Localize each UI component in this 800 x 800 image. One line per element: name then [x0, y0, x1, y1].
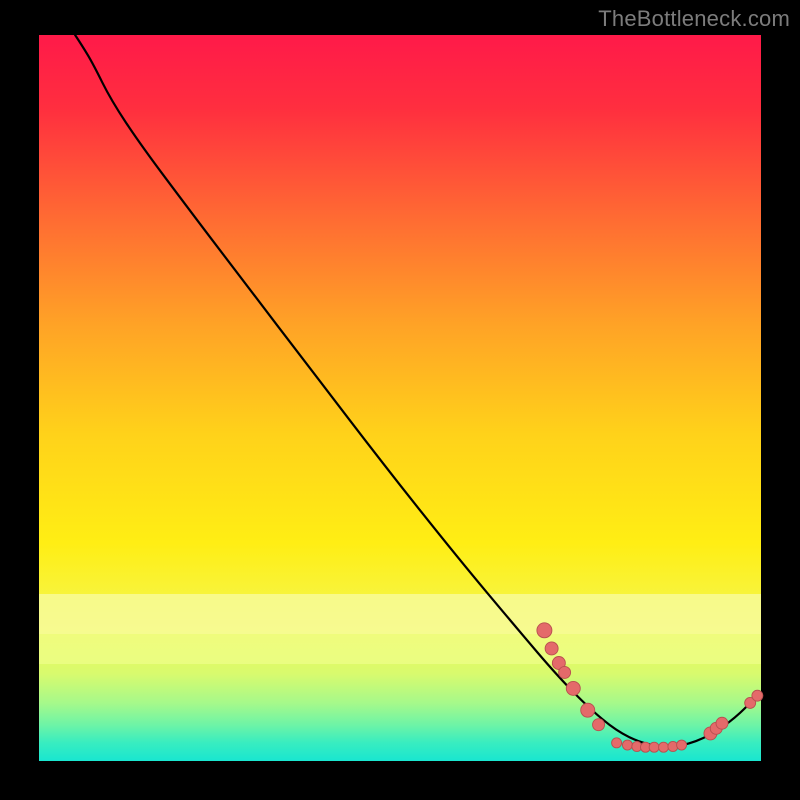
data-marker	[545, 642, 558, 655]
data-marker	[716, 717, 728, 729]
data-marker	[752, 690, 763, 701]
data-marker	[612, 738, 622, 748]
watermark-text: TheBottleneck.com	[598, 6, 790, 32]
data-marker	[677, 740, 687, 750]
data-marker	[649, 742, 659, 752]
chart-frame: { "watermark": { "text": "TheBottleneck.…	[0, 0, 800, 800]
data-marker	[559, 666, 571, 678]
data-marker	[566, 681, 580, 695]
chart-svg	[39, 35, 761, 761]
bottleneck-curve	[75, 35, 754, 746]
data-marker	[581, 703, 595, 717]
data-marker	[659, 742, 669, 752]
data-marker	[622, 740, 632, 750]
data-marker	[537, 623, 552, 638]
plot-area	[39, 35, 761, 761]
data-marker	[593, 719, 605, 731]
